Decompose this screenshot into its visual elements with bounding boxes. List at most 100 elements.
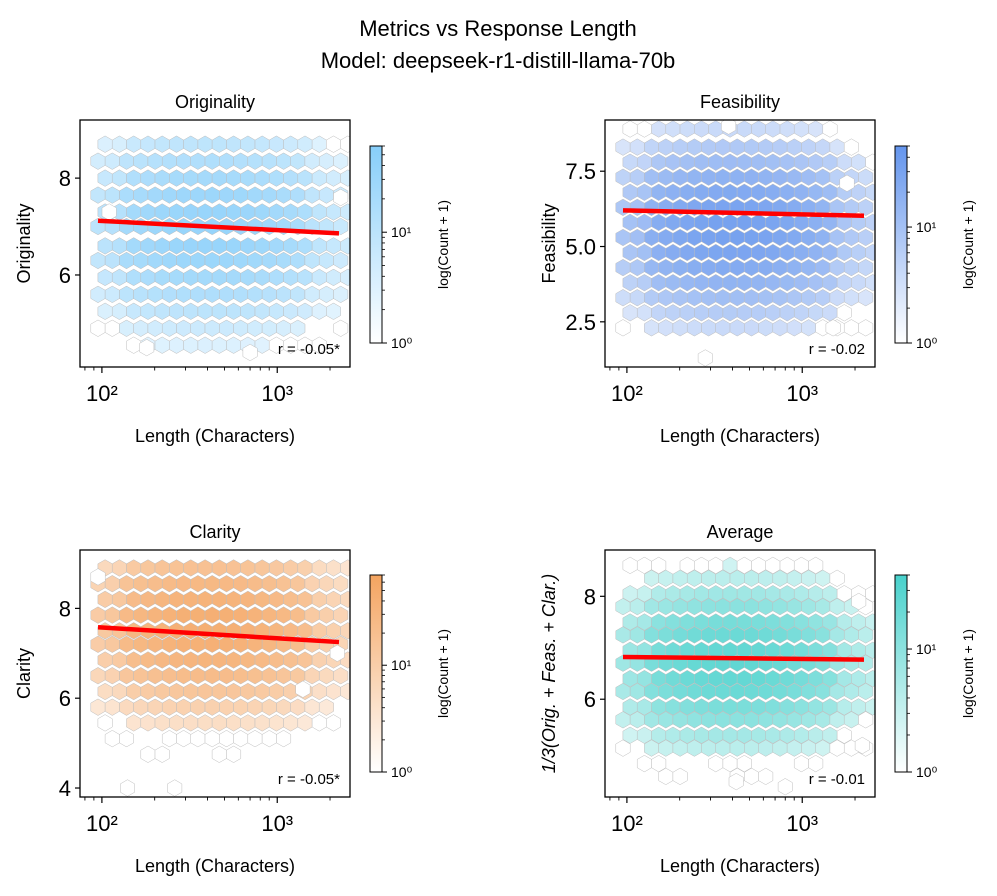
- hex-cell: [154, 237, 170, 255]
- hex-cell: [858, 259, 874, 277]
- hex-cell: [283, 135, 299, 153]
- hex-cell: [644, 138, 659, 156]
- hex-cell: [744, 319, 759, 337]
- hex-cell: [694, 120, 709, 138]
- hex-cell: [808, 120, 824, 138]
- hex-cell: [615, 168, 631, 186]
- hex-cell: [90, 186, 106, 204]
- hex-cell: [140, 745, 156, 763]
- hex-cell: [226, 651, 242, 669]
- hex-cell: [326, 559, 341, 577]
- hex-cell: [169, 336, 184, 354]
- hex-cell: [104, 186, 120, 204]
- hex-cell: [254, 714, 270, 732]
- hex-cell: [154, 745, 170, 763]
- hex-cell: [851, 153, 866, 171]
- hex-cell: [169, 559, 184, 577]
- hex-cell: [133, 186, 149, 204]
- hex-cell: [651, 153, 667, 171]
- hex-cell: [126, 302, 142, 320]
- hex-cell: [801, 168, 817, 186]
- hex-cell: [197, 237, 213, 255]
- hex-cell: [858, 168, 874, 186]
- hex-cell: [793, 243, 809, 262]
- hex-cell: [111, 651, 127, 669]
- hex-cell: [176, 575, 192, 593]
- hex-cell: [261, 575, 277, 593]
- hex-cell: [679, 243, 695, 262]
- hex-cell: [779, 153, 795, 171]
- hex-cell: [176, 186, 192, 204]
- hex-cell: [751, 274, 767, 292]
- hex-cell: [183, 559, 199, 577]
- hex-cell: [140, 237, 156, 255]
- hex-cell: [636, 243, 652, 262]
- hex-cell: [326, 237, 341, 255]
- hex-cell: [858, 228, 874, 247]
- hex-cell: [615, 228, 631, 247]
- panel-title: Clarity: [189, 522, 240, 542]
- hex-cell: [119, 152, 134, 170]
- hex-cell: [126, 651, 142, 669]
- hex-cell: [297, 135, 313, 153]
- hex-cell: [644, 319, 659, 337]
- hex-cell: [808, 755, 824, 773]
- ytick-label: 8: [584, 584, 596, 609]
- hex-cell: [751, 120, 767, 138]
- panel-originality: Originality 6 8 10² 10³ Length (Characters) Or…: [14, 92, 451, 446]
- hex-cell: [658, 138, 674, 156]
- hex-cell: [226, 302, 242, 320]
- hex-cell: [104, 730, 120, 748]
- hex-cell: [276, 575, 292, 593]
- hex-cell: [197, 302, 213, 320]
- ytick-label: 2.5: [565, 310, 596, 335]
- hex-cell: [829, 569, 845, 587]
- hex-cell: [708, 153, 724, 171]
- hex-cell: [211, 203, 227, 221]
- hex-cell: [736, 120, 752, 138]
- ytick-label: 8: [59, 166, 71, 191]
- hex-cell: [651, 120, 667, 138]
- hex-cell: [111, 590, 127, 608]
- hex-cell: [97, 590, 113, 608]
- hex-cell: [615, 138, 631, 156]
- hex-cell: [240, 203, 256, 221]
- hex-cell: [119, 285, 134, 303]
- panel-title: Feasibility: [700, 92, 780, 112]
- hex-cell: [111, 682, 127, 701]
- hex-cell: [751, 153, 767, 171]
- hex-cell: [233, 575, 249, 593]
- hex-cell: [615, 259, 631, 277]
- hex-cell: [297, 203, 313, 221]
- hex-cell: [261, 730, 277, 748]
- hex-cell: [147, 251, 163, 270]
- hex-cell: [340, 268, 350, 286]
- hex-cell: [843, 138, 859, 156]
- hex-cell: [161, 575, 177, 593]
- hex-cell: [340, 237, 350, 255]
- hex-cell: [772, 289, 788, 307]
- trend-line: [622, 208, 865, 219]
- hex-cell: [290, 285, 306, 303]
- hex-cell: [333, 667, 349, 685]
- hex-cell: [622, 183, 638, 201]
- hex-cell: [729, 168, 745, 186]
- hex-cell: [311, 336, 327, 354]
- hex-cell: [793, 183, 809, 201]
- hex-cell: [111, 237, 127, 255]
- hex-cell: [865, 670, 875, 688]
- y-axis-label: Clarity: [14, 648, 34, 699]
- hex-cell: [119, 667, 134, 685]
- hex-cell: [133, 698, 149, 716]
- hex-cell: [211, 651, 227, 669]
- hex-cell: [318, 698, 334, 716]
- hex-cell: [254, 169, 270, 187]
- hex-cell: [140, 302, 156, 320]
- hex-cell: [672, 319, 688, 337]
- hex-cell: [154, 336, 170, 354]
- hex-cell: [722, 243, 738, 262]
- hex-cell: [615, 319, 631, 337]
- hex-cell: [722, 274, 738, 292]
- hex-cell: [240, 590, 256, 608]
- hex-cell: [858, 198, 874, 216]
